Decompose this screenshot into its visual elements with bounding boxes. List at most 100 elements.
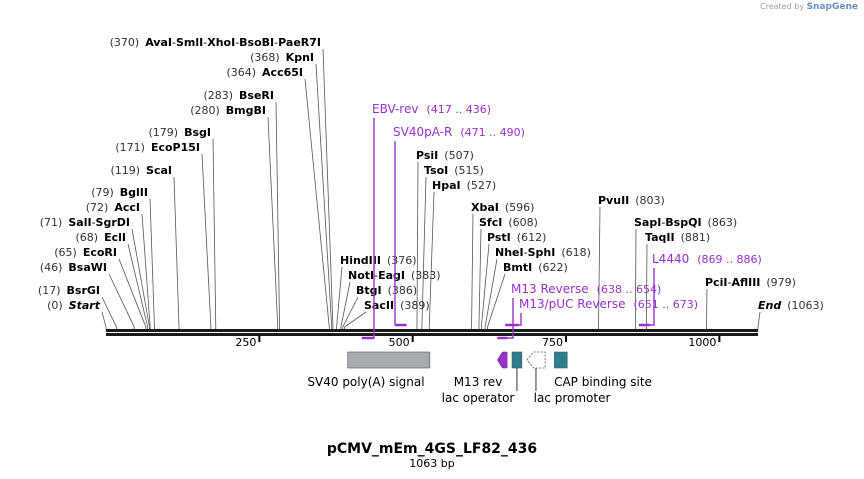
site-enzyme: BtgI: [356, 284, 382, 297]
primer-range: (471 .. 490): [460, 126, 525, 139]
site-position: (618): [561, 246, 591, 259]
site-position: (389): [400, 299, 430, 312]
site-enzyme: EcoRI: [83, 246, 117, 259]
site-label-bmti: BmtI (622): [503, 261, 568, 274]
site-position: (383): [411, 269, 441, 282]
site-enzyme: ScaI: [146, 164, 172, 177]
feature-shape: [526, 351, 546, 369]
site-position: (283): [203, 89, 233, 102]
site-position: (881): [681, 231, 711, 244]
site-connector-noti: [340, 281, 351, 329]
site-separator: -: [727, 276, 731, 289]
site-position: (72): [86, 201, 109, 214]
ruler-tick-label: 750: [542, 336, 563, 349]
site-connector-avai: [322, 48, 334, 329]
site-connector-sapi: [634, 228, 637, 329]
site-connector-ecli: [127, 243, 149, 329]
site-label-hindiii: HindIII (376): [340, 254, 417, 267]
site-connector-sali: [131, 228, 150, 329]
site-enzyme: BmgBI: [226, 104, 266, 117]
site-separator: -: [524, 246, 528, 259]
site-position: (527): [467, 179, 497, 192]
site-position: (280): [190, 104, 220, 117]
site-enzyme: BseRI: [239, 89, 274, 102]
site-position: (507): [444, 149, 474, 162]
site-position: (370): [110, 36, 140, 49]
site-position: (515): [454, 164, 484, 177]
backbone: [106, 329, 758, 336]
snapgene-credit: Created by SnapGene: [760, 2, 858, 12]
site-enzyme: HpaI: [432, 179, 461, 192]
site-enzyme: EclI: [104, 231, 126, 244]
site-enzyme: XbaI: [471, 201, 499, 214]
site-label-scai: (119) ScaI: [110, 164, 172, 177]
site-enzyme: TaqII: [645, 231, 675, 244]
site-connector-bsawi: [108, 273, 135, 329]
site-enzyme: SgrDI: [96, 216, 130, 229]
site-enzyme: SfcI: [479, 216, 502, 229]
site-position: (622): [538, 261, 568, 274]
site-separator: -: [235, 36, 239, 49]
site-label-bsawi: (46) BsaWI: [40, 261, 107, 274]
site-separator: -: [172, 36, 176, 49]
site-enzyme: Acc65I: [262, 66, 303, 79]
features: SV40 poly(A) signal M13 rev lac operator la…: [307, 351, 652, 405]
site-separator: -: [92, 216, 96, 229]
feature-label: lac promoter: [534, 391, 611, 405]
site-enzyme: BsoBI: [239, 36, 274, 49]
site-connector-psti: [480, 243, 490, 329]
site-label-sapi: SapI - BspQI (863): [634, 216, 737, 229]
site-enzyme: SapI: [634, 216, 661, 229]
map-title: pCMV_mEm_4GS_LF82_436: [327, 441, 537, 457]
site-label-noti: NotI - EagI (383): [348, 269, 441, 282]
site-label-sfci: SfcI (608): [479, 216, 538, 229]
site-label-bsgi: (179) BsgI: [149, 126, 212, 139]
site-position: (596): [505, 201, 535, 214]
site-label-btgi: BtgI (386): [356, 284, 417, 297]
site-position: (612): [517, 231, 547, 244]
site-enzyme: HindIII: [340, 254, 381, 267]
site-connector-acc65i: [304, 78, 330, 329]
site-enzyme: SphI: [528, 246, 556, 259]
site-connector-sfci: [478, 228, 482, 329]
site-position: (364): [226, 66, 256, 79]
site-label-sacii: SacII (389): [364, 299, 430, 312]
site-connector-bsrgi: [101, 296, 117, 329]
feature-label: lac operator: [442, 391, 515, 405]
backbone-strand-bottom: [106, 333, 758, 336]
site-enzyme: BsgI: [184, 126, 211, 139]
credit-prefix: Created by: [760, 2, 805, 11]
feature-label: SV40 poly(A) signal: [307, 375, 424, 389]
site-position: (79): [91, 186, 114, 199]
site-position: (608): [508, 216, 538, 229]
site-enzyme: PaeR7I: [278, 36, 321, 49]
site-position: (71): [40, 216, 63, 229]
site-label-pvuii: PvuII (803): [598, 194, 665, 207]
site-connector-pvuii: [598, 206, 601, 329]
site-separator: -: [661, 216, 665, 229]
site-connector-start: [101, 311, 107, 329]
backbone-strand-top: [106, 329, 758, 332]
site-separator: -: [274, 36, 278, 49]
site-connector-sacii: [344, 311, 367, 329]
site-connector-bseri: [275, 101, 280, 329]
site-position: (368): [250, 51, 280, 64]
site-enzyme: Start: [69, 299, 101, 312]
site-connector-nhei: [484, 258, 498, 329]
feature-lac-operator: lac operator: [442, 351, 523, 405]
site-enzyme: SacII: [364, 299, 394, 312]
site-connector-acci: [141, 213, 151, 329]
primer-l4440: L4440 (869 .. 886): [639, 252, 762, 327]
site-label-bglii: (79) BglII: [91, 186, 148, 199]
primer-m13-reverse: M13 Reverse (638 .. 654): [497, 282, 661, 340]
site-enzyme: EcoP15I: [151, 141, 200, 154]
primers: EBV-rev (417 .. 436) SV40pA-R (471 .. 490) M…: [361, 102, 762, 340]
primer-name: EBV-rev: [372, 102, 418, 116]
ruler: 250 500 750 1000: [235, 336, 721, 349]
site-connector-bmgbi: [267, 116, 279, 329]
site-connector-tsoi: [421, 176, 427, 329]
site-connector-hindiii: [336, 266, 343, 329]
site-connector-bmti: [487, 273, 506, 329]
site-connector-bsgi: [212, 138, 217, 329]
